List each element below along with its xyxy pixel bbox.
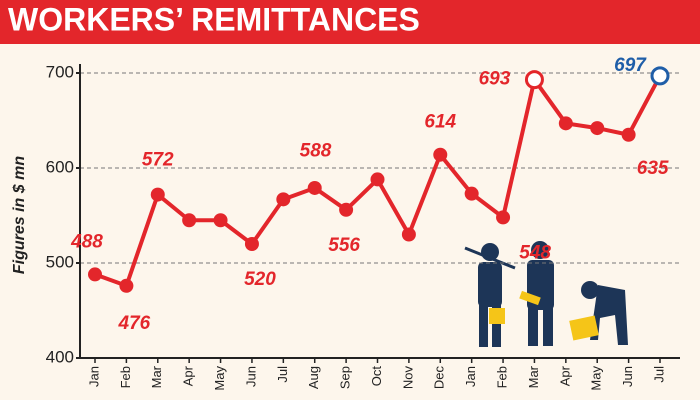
chart-title: WORKERS’ REMITTANCES (8, 1, 420, 37)
title-banner (0, 0, 700, 44)
y-tick-label: 500 (46, 252, 74, 271)
point (558, 116, 573, 131)
point (524, 70, 544, 90)
point (401, 227, 416, 242)
point (496, 210, 511, 225)
x-tick-label: Mar (149, 365, 164, 388)
x-tick-label: Mar (526, 365, 541, 388)
data-label: 476 (118, 313, 151, 334)
x-tick-label: May (589, 366, 604, 391)
data-label: 588 (300, 140, 332, 161)
x-tick-label: Apr (557, 365, 572, 386)
y-axis-label: Figures in $ mn (11, 156, 28, 274)
point (244, 237, 259, 251)
point (119, 278, 134, 293)
x-tick-label: Jul (275, 366, 290, 383)
data-label: 488 (70, 231, 103, 252)
data-label: 556 (328, 235, 360, 256)
y-tick-label: 700 (46, 62, 74, 81)
x-tick-label: Jun (620, 366, 635, 387)
point (88, 267, 102, 282)
y-tick-label: 400 (46, 347, 74, 366)
point (339, 202, 354, 217)
data-label: 693 (479, 69, 511, 90)
x-tick-label: Jul (651, 366, 666, 383)
point (590, 121, 605, 136)
point (213, 213, 228, 228)
point (464, 186, 479, 201)
x-tick-label: Feb (118, 366, 133, 388)
y-tick-label: 600 (46, 157, 74, 176)
point (650, 66, 670, 86)
data-label: 520 (244, 269, 276, 290)
point (433, 147, 448, 162)
point (150, 187, 165, 202)
point (182, 213, 197, 228)
x-tick-label: Jan (86, 366, 101, 387)
x-tick-label: Jan (463, 366, 478, 387)
x-tick-label: Sep (338, 366, 353, 389)
point (307, 180, 322, 195)
data-label: 697 (614, 55, 647, 76)
x-tick-label: May (212, 366, 227, 391)
x-tick-label: Apr (181, 365, 196, 386)
data-label: 635 (637, 158, 669, 179)
data-label: 614 (424, 112, 456, 133)
x-tick-label: Aug (306, 366, 321, 389)
x-tick-label: Jun (243, 366, 258, 387)
point (370, 172, 385, 187)
x-tick-label: Feb (494, 366, 509, 388)
workers-illustration (464, 241, 628, 347)
x-tick-label: Nov (400, 366, 415, 390)
data-label: 572 (142, 150, 174, 171)
data-label: 548 (519, 242, 551, 263)
point (276, 192, 291, 207)
point (621, 127, 636, 142)
x-tick-label: Oct (369, 366, 384, 387)
x-tick-label: Dec (432, 366, 447, 390)
